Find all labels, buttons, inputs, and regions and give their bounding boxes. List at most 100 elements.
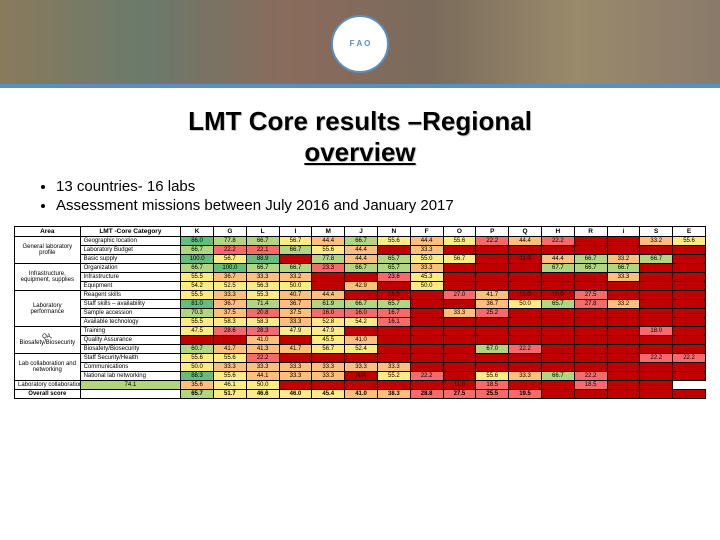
overall-cell: 46.0 [279,390,312,399]
value-cell: 50.0 [509,300,542,309]
value-cell: 13.3 [377,291,410,300]
value-cell: 56.7 [279,237,312,246]
overall-label: Overall score [15,390,81,399]
col-header: R [574,227,607,237]
value-cell [673,264,706,273]
overall-cell [640,390,673,399]
value-cell [541,345,574,354]
value-cell: 16.1 [377,318,410,327]
value-cell: 77.8 [312,255,345,264]
value-cell: 71.4 [246,300,279,309]
col-header: G [213,227,246,237]
value-cell: 37.5 [279,309,312,318]
value-cell: 36.7 [279,300,312,309]
value-cell: 67.0 [476,345,509,354]
value-cell: 56.7 [312,345,345,354]
value-cell: 44.4 [312,291,345,300]
value-cell [279,336,312,345]
value-cell [574,327,607,336]
value-cell [312,381,345,390]
value-cell: 41.0 [246,336,279,345]
value-cell [574,246,607,255]
value-cell: 22.2 [640,354,673,363]
value-cell: 66.7 [607,264,640,273]
value-cell: 55.5 [181,318,214,327]
value-cell: 66.7 [345,264,378,273]
value-cell [640,363,673,372]
value-cell [673,246,706,255]
value-cell [574,336,607,345]
value-cell: 33.3 [246,273,279,282]
value-cell: 28.3 [246,327,279,336]
value-cell: 11.0 [509,255,542,264]
value-cell [279,255,312,264]
value-cell: 66.7 [345,300,378,309]
overall-cell [541,390,574,399]
area-cell: Laboratory performance [15,291,81,327]
value-cell: 44.4 [345,246,378,255]
value-cell [476,273,509,282]
col-header: E [673,227,706,237]
value-cell: 44.4 [541,255,574,264]
value-cell: 66.7 [181,264,214,273]
value-cell [509,309,542,318]
value-cell [541,318,574,327]
overall-cell [607,390,640,399]
value-cell: 46.1 [213,381,246,390]
value-cell: 60.7 [181,345,214,354]
value-cell [377,246,410,255]
value-cell: 18.5 [476,381,509,390]
value-cell: 22.2 [673,354,706,363]
value-cell: 42.9 [345,282,378,291]
category-cell: Laboratory Budget [80,246,181,255]
header-photo-band: F A O [0,0,720,88]
value-cell: 88.9 [246,255,279,264]
value-cell: 33.3 [345,363,378,372]
value-cell [181,336,214,345]
value-cell [312,354,345,363]
value-cell: 61.9 [312,300,345,309]
value-cell [673,309,706,318]
value-cell [541,363,574,372]
category-cell: Staff Security/Health [80,354,181,363]
value-cell [673,327,706,336]
value-cell: 22.2 [213,246,246,255]
value-cell [377,345,410,354]
value-cell [509,264,542,273]
value-cell [279,354,312,363]
value-cell [673,345,706,354]
value-cell [410,354,443,363]
value-cell [509,282,542,291]
value-cell: 22.1 [246,246,279,255]
table-row: Laboratory collaboration74.135.646.150.0… [15,381,706,390]
value-cell [476,246,509,255]
table-row: Equipment54.252.556.350.042.950.0 [15,282,706,291]
value-cell: 66.7 [574,255,607,264]
value-cell: 18.0 [640,327,673,336]
value-cell [607,336,640,345]
value-cell [673,372,706,381]
bullet-item: Assessment missions between July 2016 an… [56,197,720,214]
value-cell [673,363,706,372]
value-cell: 55.6 [312,246,345,255]
category-cell: National lab networking [80,372,181,381]
value-cell: 22.2 [410,372,443,381]
value-cell [443,327,476,336]
value-cell [509,318,542,327]
value-cell: 66.7 [541,372,574,381]
value-cell [509,273,542,282]
overall-cell: 28.8 [410,390,443,399]
area-cell: General laboratory profile [15,237,81,264]
col-header: LMT -Core Category [80,227,181,237]
value-cell [640,282,673,291]
value-cell [443,300,476,309]
heatmap-table: AreaLMT -Core CategoryKGLIMJNFOPQHRiSEGe… [14,226,706,399]
value-cell [607,381,640,390]
value-cell [443,336,476,345]
value-cell [443,363,476,372]
value-cell [377,282,410,291]
value-cell: 33.2 [279,273,312,282]
value-cell [574,354,607,363]
value-cell: 33.3 [607,273,640,282]
bullet-item: 13 countries- 16 labs [56,178,720,195]
